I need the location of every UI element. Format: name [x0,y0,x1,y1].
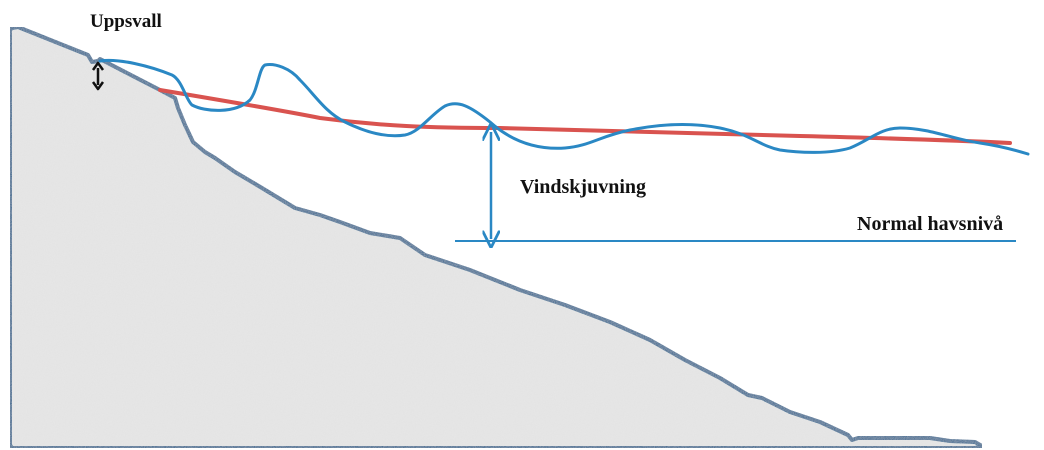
wave-surface-line [98,58,1030,156]
setup-label: Uppsvall [90,11,162,32]
mean-water-level-line [158,88,1012,145]
ground-profile [8,25,984,450]
setup-arrow [91,61,105,91]
wind-setup-label: Vindskjuvning [520,176,646,198]
normal-sea-level-label: Normal havsnivå [857,213,1004,235]
